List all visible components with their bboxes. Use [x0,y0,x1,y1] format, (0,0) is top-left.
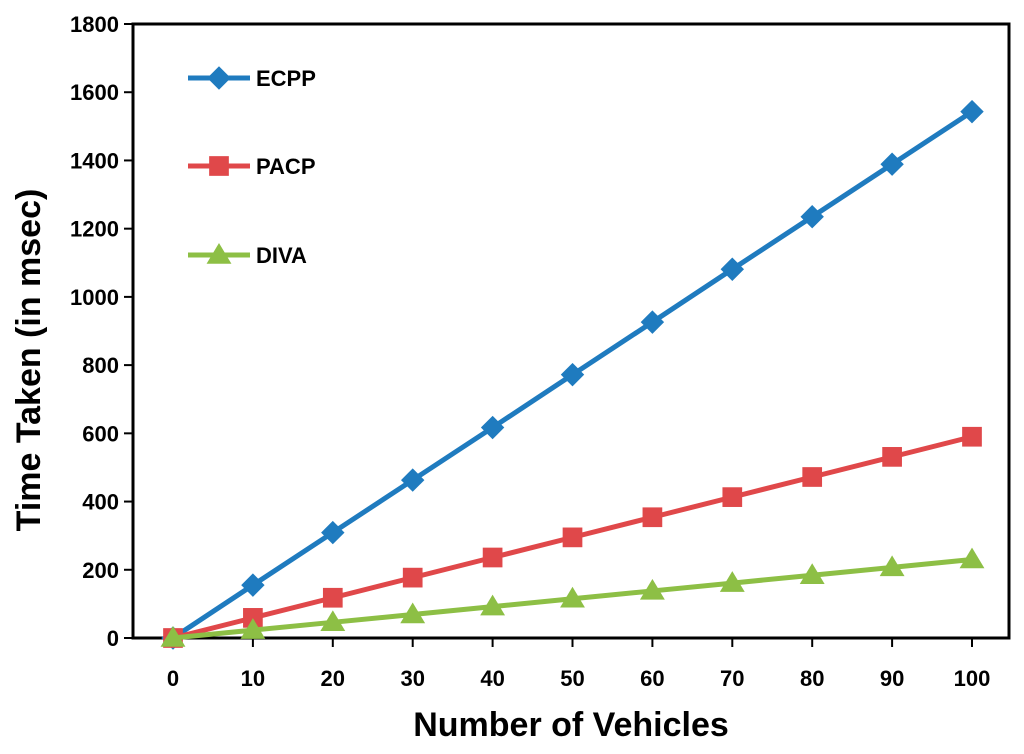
data-point-pacp [402,567,423,588]
y-tick-label: 1400 [70,148,119,173]
legend-label: DIVA [256,243,307,268]
data-point-diva [560,586,585,608]
data-point-diva [879,555,905,577]
data-point-diva [160,626,186,647]
y-tick-label: 0 [107,626,119,651]
legend-marker [207,66,231,90]
data-point-pacp [722,487,743,507]
legend-item-diva: DIVA [188,243,307,268]
x-tick-label: 70 [720,666,744,691]
x-tick-label: 20 [321,666,345,691]
data-point-diva [639,578,665,600]
data-point-ecpp [480,415,505,440]
data-point-diva [400,602,426,624]
data-point-pacp [642,507,663,528]
data-point-diva [799,563,825,584]
data-point-ecpp [241,573,265,597]
legend-marker [209,156,229,176]
y-tick-label: 1000 [70,285,119,310]
y-tick-label: 600 [82,421,119,446]
data-point-ecpp [720,257,745,281]
y-tick-label: 200 [82,558,119,583]
series-layer [160,99,985,650]
data-point-pacp [802,467,823,487]
x-axis-title: Number of Vehicles [413,706,729,744]
x-tick-label: 30 [400,666,424,691]
data-point-ecpp [321,520,345,545]
x-tick-label: 0 [167,666,179,691]
y-axis-ticks: 0 200 400 600 800 1000 1200 1400 1600 1800 [70,12,133,651]
data-point-diva [320,610,346,632]
legend: ECPP PACP DIVA [188,66,316,268]
data-point-ecpp [640,310,665,334]
x-tick-label: 90 [880,666,904,691]
data-point-ecpp [400,468,425,492]
x-tick-label: 10 [241,666,265,691]
series-ecpp [161,99,984,650]
legend-item-ecpp: ECPP [188,66,316,91]
y-tick-label: 400 [82,490,119,515]
data-point-pacp [322,587,343,608]
y-tick-label: 1600 [70,80,119,105]
y-tick-label: 1800 [70,12,119,37]
y-tick-label: 800 [82,353,119,378]
y-tick-label: 1200 [70,217,119,242]
data-point-diva [480,594,506,616]
data-point-pacp [482,547,503,568]
data-point-pacp [962,426,982,447]
x-tick-label: 40 [480,666,504,691]
x-axis-ticks: 0 10 20 30 40 50 60 70 80 90 100 [167,638,990,691]
data-point-diva [719,571,745,592]
series-pacp [163,426,982,648]
y-axis-title: Time Taken (in msec) [10,189,48,532]
series-diva [160,547,985,647]
legend-item-pacp: PACP [188,154,316,179]
data-point-diva [959,547,985,569]
legend-label: PACP [256,154,316,179]
x-tick-label: 100 [954,666,991,691]
data-point-pacp [562,527,583,548]
legend-marker [206,243,232,264]
x-tick-label: 50 [560,666,584,691]
data-point-ecpp [960,99,984,124]
data-point-ecpp [800,205,824,229]
data-point-ecpp [880,152,904,176]
data-point-ecpp [560,362,585,387]
x-tick-label: 60 [640,666,664,691]
data-point-diva [240,618,266,639]
legend-label: ECPP [256,66,316,91]
x-tick-label: 80 [800,666,824,691]
data-point-pacp [882,447,902,467]
